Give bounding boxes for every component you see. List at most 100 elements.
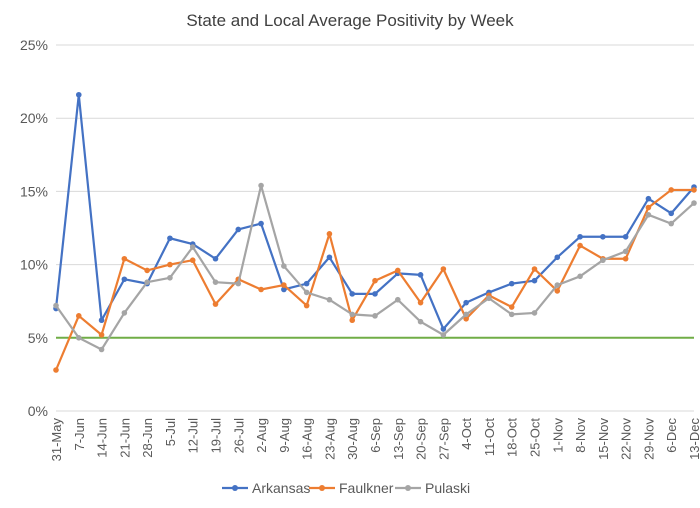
x-tick-label: 4-Oct (459, 418, 474, 450)
data-point-arkansas (121, 276, 128, 283)
x-tick-label: 8-Nov (573, 418, 588, 453)
data-point-faulkner (508, 304, 515, 310)
data-point-faulkner (212, 301, 219, 307)
series-arkansas (53, 91, 697, 332)
y-tick-label: 25% (20, 37, 48, 53)
legend-swatch-marker (232, 485, 238, 491)
data-point-pulaski (508, 311, 515, 318)
y-tick-label: 10% (20, 257, 48, 273)
data-point-pulaski (167, 274, 173, 281)
x-tick-label: 26-Jul (231, 418, 246, 454)
x-tick-label: 16-Aug (300, 418, 315, 460)
x-tick-label: 13-Dec (687, 418, 700, 460)
x-tick-label: 15-Nov (596, 418, 611, 460)
x-tick-label: 27-Sep (436, 418, 451, 460)
y-tick-label: 15% (20, 183, 48, 199)
data-point-arkansas (508, 280, 515, 287)
data-point-faulkner (394, 267, 401, 274)
data-point-arkansas (417, 272, 424, 278)
legend-item-pulaski: Pulaski (395, 480, 470, 496)
data-point-pulaski (463, 311, 469, 318)
data-point-pulaski (440, 332, 447, 338)
data-point-pulaski (577, 273, 583, 280)
x-tick-label: 11-Oct (482, 418, 497, 456)
x-tick-label: 22-Nov (619, 418, 634, 460)
x-tick-label: 7-Jun (72, 418, 87, 451)
data-point-faulkner (189, 257, 196, 264)
data-point-faulkner (531, 266, 538, 272)
x-tick-label: 14-Jun (95, 418, 110, 458)
series-line-pulaski (55, 184, 695, 351)
data-point-faulkner (144, 267, 150, 274)
data-point-faulkner (417, 299, 424, 306)
data-point-arkansas (622, 233, 629, 240)
data-point-faulkner (622, 255, 629, 262)
y-tick-label: 0% (28, 403, 48, 419)
data-point-arkansas (167, 235, 173, 242)
data-point-pulaski (622, 248, 629, 255)
y-axis-tick-labels: 0% 5% 10% 15% 20% 25% (20, 37, 48, 419)
data-point-pulaski (417, 318, 424, 325)
data-point-arkansas (326, 254, 333, 261)
x-tick-label: 19-Jul (209, 418, 224, 454)
data-point-faulkner (645, 204, 652, 211)
data-point-arkansas (645, 195, 652, 202)
data-point-pulaski (645, 212, 652, 218)
x-tick-label: 1-Nov (550, 418, 565, 453)
x-tick-label: 31-May (49, 418, 64, 462)
data-point-faulkner (75, 313, 82, 319)
x-tick-label: 21-Jun (117, 418, 132, 458)
data-point-pulaski (668, 220, 675, 227)
legend-item-arkansas: Arkansas (222, 480, 310, 496)
x-tick-label: 13-Sep (391, 418, 406, 460)
series-pulaski (53, 182, 697, 353)
x-tick-label: 6-Sep (368, 418, 383, 453)
data-point-faulkner (258, 286, 264, 293)
data-point-pulaski (53, 302, 59, 309)
data-point-arkansas (440, 326, 447, 332)
data-point-pulaski (349, 311, 356, 318)
legend-swatch-marker (405, 485, 411, 491)
x-tick-label: 12-Jul (186, 418, 201, 454)
x-tick-label: 25-Oct (528, 418, 543, 457)
data-point-faulkner (554, 288, 561, 294)
x-tick-label: 28-Jun (140, 418, 155, 458)
data-point-pulaski (326, 296, 333, 303)
x-tick-label: 23-Aug (322, 418, 337, 460)
legend-item-faulkner: Faulkner (309, 480, 394, 496)
y-tick-label: 20% (20, 110, 48, 126)
data-point-pulaski (121, 310, 128, 316)
data-point-faulkner (372, 277, 378, 284)
legend-label: Pulaski (425, 480, 470, 496)
data-point-arkansas (372, 291, 378, 297)
data-point-pulaski (144, 279, 150, 285)
legend-swatch-marker (319, 485, 325, 491)
data-point-pulaski (281, 263, 287, 269)
legend: Arkansas Faulkner Pulaski (222, 480, 470, 496)
data-point-pulaski (531, 310, 538, 316)
x-tick-label: 2-Aug (254, 418, 269, 453)
data-point-pulaski (98, 346, 105, 353)
data-point-arkansas (75, 91, 82, 98)
data-point-faulkner (167, 261, 173, 268)
data-point-pulaski (691, 200, 697, 206)
data-point-pulaski (75, 335, 82, 341)
x-tick-label: 29-Nov (641, 418, 656, 460)
data-point-pulaski (235, 280, 242, 287)
data-point-arkansas (531, 277, 538, 284)
data-point-arkansas (554, 254, 561, 261)
data-point-arkansas (463, 299, 469, 306)
data-point-arkansas (303, 280, 310, 287)
data-point-faulkner (303, 302, 310, 309)
x-tick-label: 9-Aug (277, 418, 292, 453)
data-point-faulkner (281, 282, 287, 288)
data-point-pulaski (554, 282, 561, 288)
series-faulkner (53, 187, 697, 373)
data-point-arkansas (668, 210, 675, 217)
data-point-pulaski (189, 244, 196, 250)
x-axis-tick-labels: 31-May 7-Jun 14-Jun 21-Jun 28-Jun 5-Jul 12-Jul… (49, 418, 700, 462)
legend-label: Arkansas (252, 480, 310, 496)
data-point-faulkner (463, 315, 469, 322)
x-tick-label: 5-Jul (163, 418, 178, 446)
